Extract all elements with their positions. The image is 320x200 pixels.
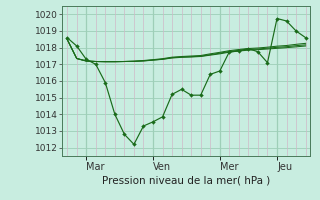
X-axis label: Pression niveau de la mer( hPa ): Pression niveau de la mer( hPa ) [102,176,270,186]
